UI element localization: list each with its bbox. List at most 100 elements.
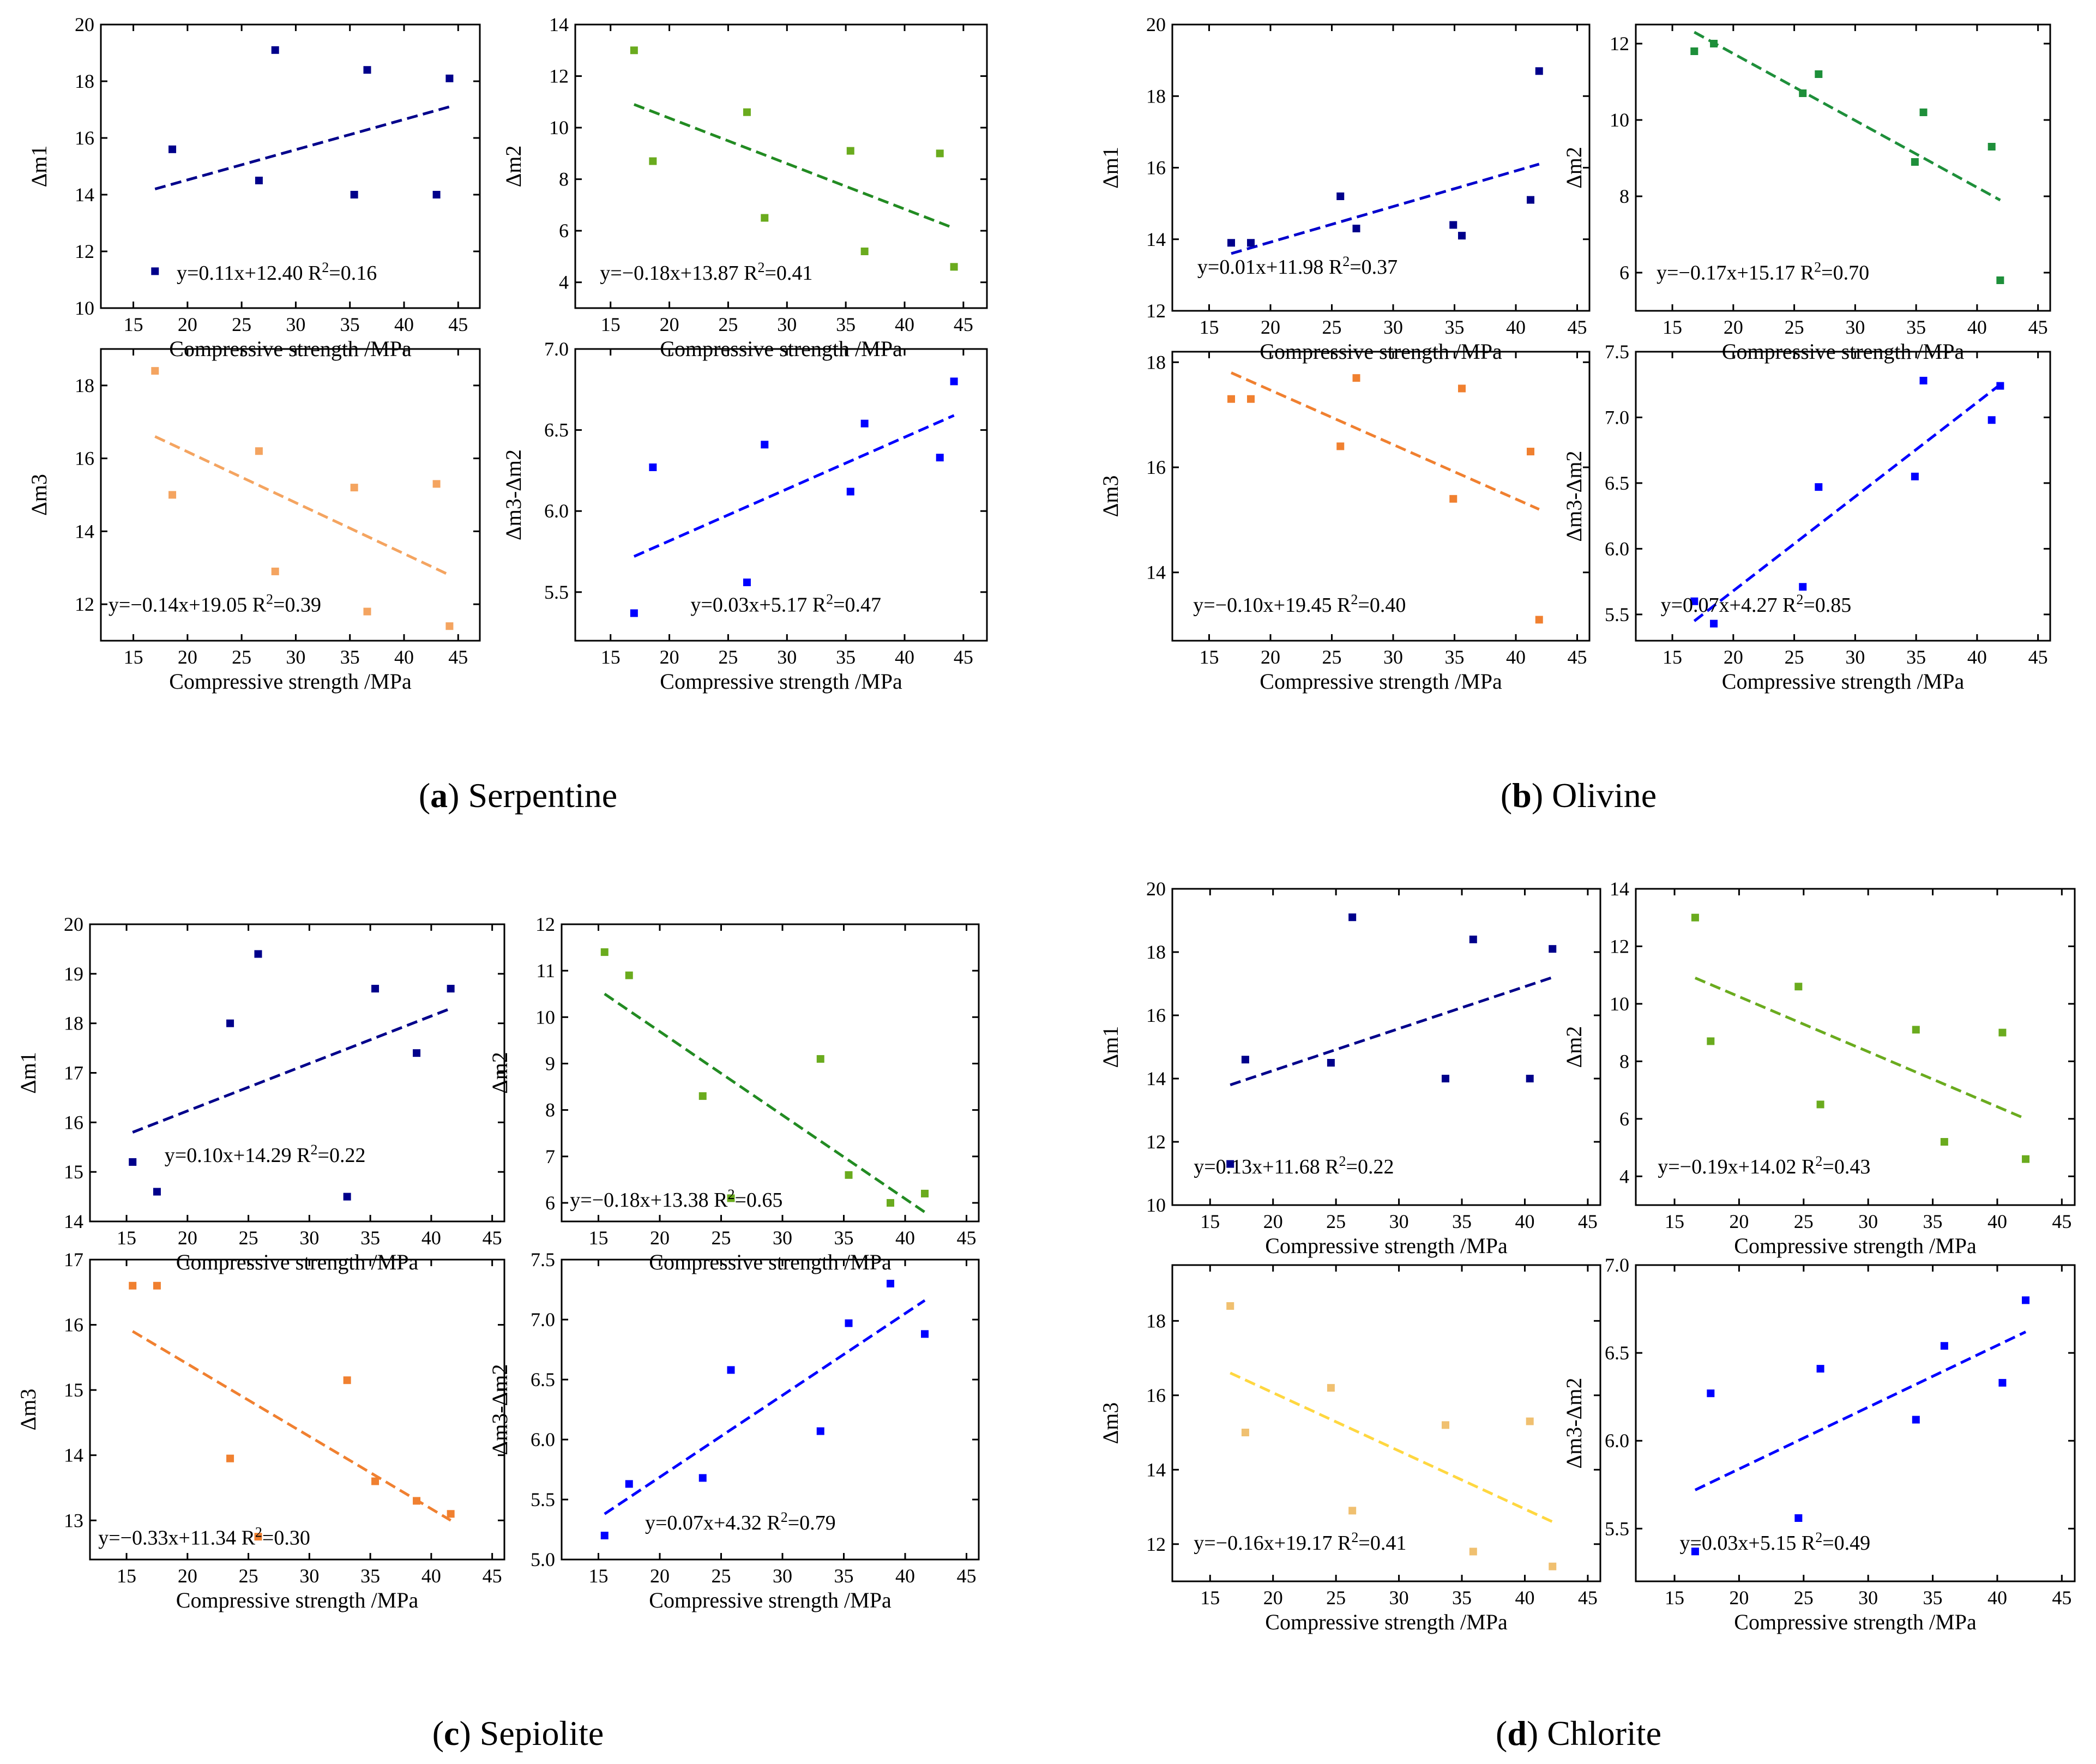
data-point: [950, 263, 958, 271]
equation-text: y=0.10x+14.29 R: [165, 1144, 311, 1167]
trend-line: [1694, 1330, 2027, 1491]
data-point: [630, 609, 638, 617]
data-point: [343, 1193, 351, 1201]
y-tick-label: 6.0: [531, 1429, 555, 1450]
x-tick-label: 25: [712, 1565, 731, 1587]
x-tick-label: 20: [1263, 1587, 1283, 1609]
data-point: [1707, 1037, 1715, 1045]
x-tick-label: 35: [1445, 316, 1465, 338]
x-tick-label: 25: [239, 1565, 258, 1587]
subplot-c-4: 15 20 25 30 35 40 45 5.0 5.5 6.0 6.5 7.0 7.5 Compress…: [487, 1249, 980, 1612]
y-tick-label: 20: [64, 913, 83, 935]
x-tick-label: 30: [1389, 1211, 1409, 1232]
y-tick-label: 18: [75, 375, 94, 396]
plot-frame: [1171, 888, 1601, 1206]
data-point: [1815, 483, 1823, 491]
data-point: [860, 248, 869, 255]
data-point: [1327, 1384, 1335, 1392]
caption-a-text: Serpentine: [468, 776, 617, 815]
r2-value: =0.49: [1822, 1532, 1870, 1555]
equation-text: y=−0.18x+13.38 R: [570, 1189, 728, 1212]
trend-line: [1230, 1371, 1553, 1524]
x-tick-label: 45: [448, 646, 468, 668]
data-point: [1469, 935, 1477, 943]
subplot-a-4: 15 20 25 30 35 40 45 5.5 6.0 6.5 7.0 Compressive st…: [501, 338, 988, 694]
x-tick-label: 45: [1578, 1587, 1598, 1609]
data-point: [350, 191, 358, 198]
x-tick-label: 25: [232, 646, 251, 668]
y-tick-label: 10: [75, 297, 94, 319]
data-point: [1527, 448, 1534, 456]
subplot-c-1: 15 20 25 30 35 40 4514151617181920Compressive …: [16, 913, 505, 1274]
x-tick-label: 20: [178, 1227, 197, 1249]
x-tick-label: 35: [1906, 646, 1926, 668]
x-tick-label: 35: [836, 646, 856, 668]
y-tick-label: 18: [1146, 351, 1166, 373]
x-axis-label: Compressive strength /MPa: [1722, 669, 1965, 694]
y-tick-label: 20: [1146, 878, 1166, 900]
data-point: [649, 463, 657, 471]
equation-text: y=−0.19x+14.02 R: [1658, 1155, 1816, 1178]
y-tick-label: 14: [1146, 228, 1166, 250]
x-tick-label: 30: [1858, 1587, 1878, 1609]
data-point: [413, 1049, 421, 1057]
data-point: [1549, 945, 1557, 953]
data-point: [845, 1319, 853, 1327]
data-point: [1247, 395, 1255, 403]
y-tick-label: 6.0: [1605, 538, 1629, 559]
data-point: [1707, 1389, 1715, 1398]
x-tick-label: 30: [1858, 1211, 1878, 1232]
x-tick-label: 15: [1200, 1211, 1220, 1232]
data-point: [1799, 583, 1807, 591]
y-tick-label: 14: [64, 1211, 83, 1232]
y-tick-label: 12: [1146, 1533, 1166, 1555]
data-point: [1799, 89, 1807, 97]
x-tick-label: 25: [239, 1227, 258, 1249]
data-point: [254, 1533, 262, 1541]
x-tick-label: 45: [2052, 1211, 2071, 1232]
y-tick-label: 16: [1146, 456, 1166, 478]
y-tick-label: 16: [75, 448, 94, 469]
x-tick-label: 40: [895, 1227, 915, 1249]
y-axis-label: Δm2: [487, 1052, 512, 1094]
x-tick-label: 35: [1923, 1587, 1943, 1609]
data-point: [1526, 1417, 1534, 1425]
x-tick-label: 45: [483, 1227, 502, 1249]
data-point: [1241, 1056, 1249, 1064]
y-tick-label: 18: [1146, 941, 1166, 963]
equation-text: y=−0.14x+19.05 R: [109, 594, 267, 617]
x-tick-label: 15: [1663, 316, 1682, 338]
data-point: [271, 567, 279, 575]
subplot-c-3: 15 20 25 30 35 40 45 13 14 15 16 17 Compressive stre…: [16, 1249, 505, 1612]
r2-value: =0.37: [1350, 256, 1398, 279]
regression-equation: y=−0.33x+11.34 R2=0.30: [98, 1525, 310, 1550]
r2-superscript: 2: [781, 1509, 788, 1525]
equation-text: y=0.13x+11.68 R: [1194, 1155, 1339, 1178]
y-tick-label: 4: [559, 272, 569, 293]
y-tick-label: 17: [64, 1249, 83, 1271]
caption-c: (c) Sepiolite: [432, 1714, 604, 1753]
data-point: [1816, 1365, 1824, 1373]
x-tick-label: 40: [394, 646, 414, 668]
r2-superscript: 2: [1351, 592, 1358, 607]
regression-equation: y=0.07x+4.32 R2=0.79: [645, 1509, 836, 1534]
data-point: [1336, 442, 1345, 450]
data-point: [255, 177, 263, 184]
data-point: [168, 145, 177, 153]
subplot-a-3: 15 20 25 30 35 40 45 12 14 16 18 Compressive streng…: [27, 348, 481, 694]
trend-line: [1694, 977, 2027, 1121]
regression-equation: y=0.01x+11.98 R2=0.37: [1197, 254, 1398, 279]
r2-value: =0.79: [788, 1512, 836, 1534]
trend-line: [604, 1299, 926, 1515]
x-tick-label: 40: [895, 1565, 915, 1587]
regression-equation: y=0.11x+12.40 R2=0.16: [177, 260, 377, 285]
r2-value: =0.43: [1822, 1155, 1870, 1178]
x-tick-label: 20: [1263, 1211, 1283, 1232]
y-tick-label: 18: [64, 1013, 83, 1034]
data-point: [1327, 1059, 1335, 1067]
x-tick-label: 25: [1794, 1587, 1814, 1609]
data-point: [153, 1281, 161, 1290]
y-axis-label: Δm1: [1098, 147, 1123, 189]
equation-text: y=−0.33x+11.34 R: [98, 1527, 255, 1550]
